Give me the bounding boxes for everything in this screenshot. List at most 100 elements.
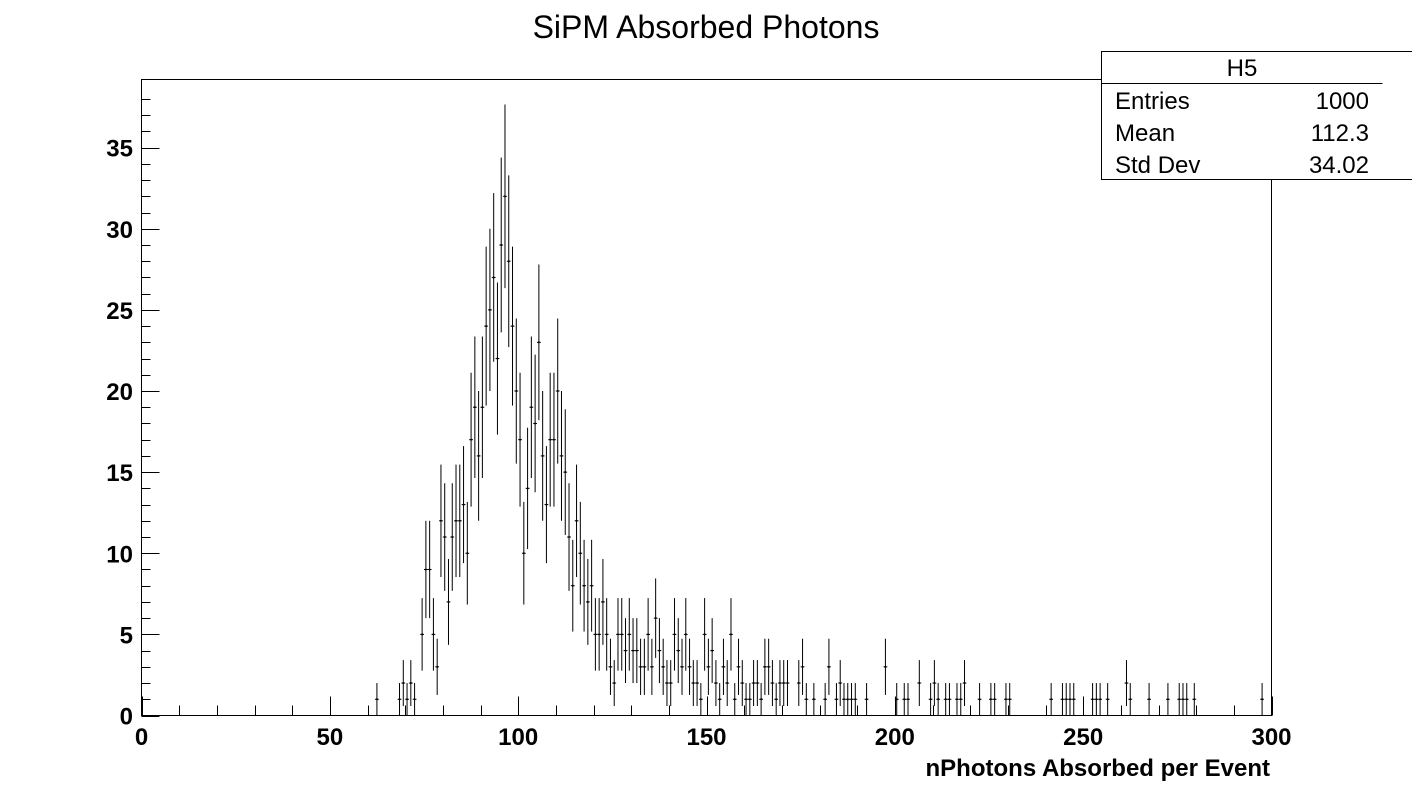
- data-point: [427, 520, 432, 619]
- data-point: [499, 157, 504, 333]
- data-point: [435, 638, 440, 695]
- data-point: [740, 660, 745, 706]
- data-point: [514, 318, 519, 464]
- data-marker: [402, 682, 405, 685]
- data-point: [680, 638, 684, 695]
- data-point: [1124, 660, 1129, 706]
- data-marker: [481, 406, 484, 409]
- data-marker: [778, 682, 781, 685]
- data-point: [552, 372, 556, 507]
- data-point: [770, 660, 775, 706]
- data-point: [616, 598, 620, 671]
- data-point: [563, 409, 568, 535]
- data-point: [608, 638, 613, 695]
- data-point: [529, 336, 534, 478]
- data-marker: [406, 698, 409, 701]
- data-point: [521, 501, 526, 605]
- data-point: [1105, 683, 1110, 716]
- data-marker: [526, 487, 529, 490]
- data-point: [698, 683, 703, 716]
- data-point: [785, 660, 790, 706]
- data-point: [548, 372, 553, 507]
- data-point: [744, 683, 748, 716]
- data-point: [601, 559, 605, 645]
- data-point: [642, 638, 647, 695]
- data-point: [691, 660, 696, 706]
- x-tick-label: 0: [135, 724, 148, 751]
- data-marker: [436, 665, 439, 668]
- data-point: [631, 618, 635, 684]
- data-marker: [650, 665, 653, 668]
- data-point: [717, 683, 722, 716]
- data-point: [902, 683, 907, 716]
- data-marker: [488, 308, 491, 311]
- x-tick-label: 50: [316, 724, 343, 751]
- data-point: [695, 660, 699, 706]
- data-point: [661, 638, 666, 695]
- data-point: [627, 598, 632, 671]
- data-point: [495, 282, 500, 435]
- data-marker: [605, 633, 608, 636]
- data-point: [1090, 683, 1095, 716]
- data-point: [439, 464, 443, 578]
- data-marker: [485, 325, 488, 328]
- data-point: [928, 683, 933, 716]
- data-marker: [699, 698, 702, 701]
- data-marker: [455, 519, 458, 522]
- data-point: [778, 660, 782, 706]
- y-tick-label: 35: [106, 136, 133, 163]
- data-point: [665, 660, 669, 706]
- data-point: [736, 638, 741, 695]
- data-point: [894, 683, 899, 716]
- data-point: [650, 638, 654, 695]
- data-point: [646, 598, 650, 671]
- data-point: [446, 559, 451, 645]
- data-point: [962, 660, 967, 706]
- data-marker: [564, 471, 567, 474]
- data-marker: [729, 633, 732, 636]
- data-marker: [760, 698, 763, 701]
- y-tick-label: 15: [106, 460, 133, 487]
- data-marker: [586, 600, 589, 603]
- data-marker: [907, 698, 910, 701]
- data-marker: [647, 633, 650, 636]
- data-point: [525, 427, 530, 550]
- data-point: [1177, 683, 1182, 716]
- data-marker: [1181, 698, 1184, 701]
- data-marker: [918, 682, 921, 685]
- x-tick-label: 100: [498, 724, 538, 751]
- data-marker: [1178, 698, 1181, 701]
- data-point: [725, 660, 730, 706]
- data-marker: [428, 568, 431, 571]
- data-point: [1094, 683, 1099, 716]
- data-marker: [1008, 698, 1011, 701]
- data-marker: [959, 698, 962, 701]
- data-point: [766, 638, 771, 695]
- data-marker: [552, 438, 555, 441]
- x-tick-label: 300: [1251, 724, 1291, 751]
- data-point: [604, 598, 609, 671]
- data-marker: [722, 665, 725, 668]
- data-point: [943, 683, 948, 716]
- data-marker: [955, 698, 958, 701]
- data-marker: [1004, 698, 1007, 701]
- data-point: [593, 598, 598, 671]
- data-marker: [658, 649, 661, 652]
- data-point: [559, 391, 564, 521]
- data-marker: [451, 536, 454, 539]
- data-marker: [1061, 698, 1064, 701]
- chart-title: SiPM Absorbed Photons: [533, 9, 880, 45]
- data-marker: [673, 633, 676, 636]
- data-point: [544, 446, 549, 564]
- data-marker: [462, 503, 465, 506]
- data-marker: [594, 633, 597, 636]
- data-point: [781, 660, 786, 706]
- data-point: [612, 660, 617, 706]
- y-tick-label: 25: [106, 298, 133, 325]
- data-marker: [805, 698, 808, 701]
- data-marker: [963, 682, 966, 685]
- data-marker: [677, 649, 680, 652]
- data-point: [1192, 683, 1197, 716]
- data-marker: [537, 341, 540, 344]
